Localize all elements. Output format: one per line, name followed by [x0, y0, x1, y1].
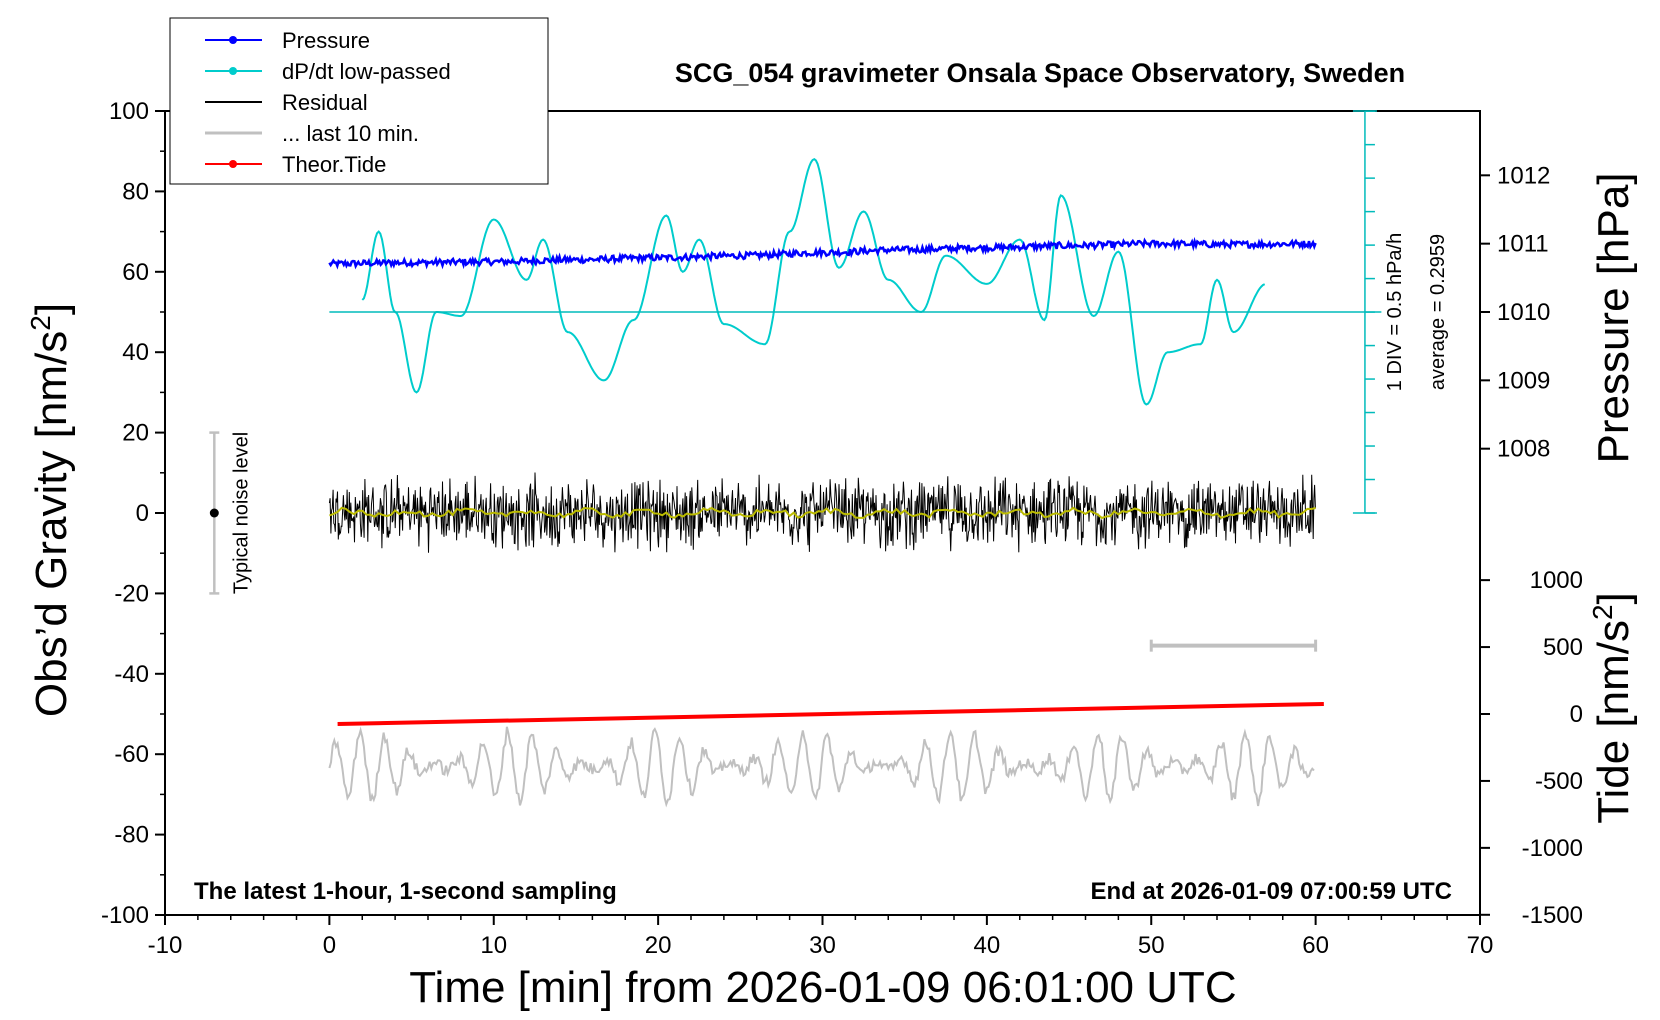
legend-marker [229, 67, 237, 75]
last-10-min-line [328, 726, 1315, 808]
y-tick-label: -60 [114, 741, 149, 768]
tide-tick-label: -1000 [1522, 835, 1583, 862]
x-tick-label: -10 [148, 932, 183, 959]
y-tick-label: 80 [122, 178, 149, 205]
legend-label: dP/dt low-passed [282, 59, 451, 84]
tide-tick-label: 1000 [1530, 567, 1583, 594]
legend: Pressure dP/dt low-passed Residual ... last… [169, 17, 549, 185]
axis-ticks: -10 0 10 20 30 40 50 60 70100806040200-20-40-60-… [101, 98, 1583, 959]
x-tick-label: 50 [1138, 932, 1165, 959]
legend-label: ... last 10 min. [282, 121, 419, 146]
x-tick-label: 0 [323, 932, 336, 959]
tide-axis-title: Tide [nm/s2] [1587, 592, 1638, 824]
x-tick-label: 10 [480, 932, 507, 959]
pressure-tick-label: 1009 [1497, 367, 1550, 394]
y-tick-label: -80 [114, 822, 149, 849]
x-tick-label: 20 [645, 932, 672, 959]
y-tick-label: -20 [114, 580, 149, 607]
pressure-tick-label: 1012 [1497, 162, 1550, 189]
y-tick-label: 40 [122, 339, 149, 366]
residual-smoothed-line [329, 506, 1316, 520]
annotation-layer: 1 DIV = 0.5 hPa/h average = 0.2959 Typical… [209, 110, 1449, 652]
tide-tick-label: 500 [1543, 634, 1583, 661]
series-layer [328, 158, 1324, 808]
legend-label: Theor.Tide [282, 152, 386, 177]
dpdt-line [361, 158, 1266, 406]
y-tick-label: 20 [122, 420, 149, 447]
footer-right: End at 2026-01-09 07:00:59 UTC [1091, 878, 1453, 905]
x-tick-label: 70 [1467, 932, 1494, 959]
theor-tide-line [337, 701, 1324, 727]
noise-bar-dot [209, 508, 219, 518]
tide-tick-label: -500 [1535, 768, 1583, 795]
x-tick-label: 30 [809, 932, 836, 959]
dpdt-average-label: average = 0.2959 [1427, 234, 1449, 390]
x-tick-label: 60 [1302, 932, 1329, 959]
y-tick-label: 100 [109, 98, 149, 125]
x-tick-label: 40 [974, 932, 1001, 959]
y-tick-label: 60 [122, 259, 149, 286]
legend-marker [229, 160, 237, 168]
pressure-tick-label: 1010 [1497, 299, 1550, 326]
dpdt-div-label: 1 DIV = 0.5 hPa/h [1384, 233, 1406, 391]
pressure-axis-title: Pressure [hPa] [1589, 172, 1638, 463]
tide-tick-label: 0 [1570, 701, 1583, 728]
legend-marker [229, 36, 237, 44]
x-axis-title: Time [min] from 2026-01-09 06:01:00 UTC [409, 963, 1236, 1012]
tide-tick-label: -1500 [1522, 902, 1583, 929]
legend-label: Pressure [282, 28, 370, 53]
legend-label: Residual [282, 90, 368, 115]
y-tick-label: -40 [114, 661, 149, 688]
pressure-tick-label: 1008 [1497, 436, 1550, 463]
footer-left: The latest 1-hour, 1-second sampling [194, 878, 617, 905]
y-tick-label: 0 [136, 500, 149, 527]
y-tick-label: -100 [101, 902, 149, 929]
noise-level-label: Typical noise level [230, 432, 252, 594]
chart-title: SCG_054 gravimeter Onsala Space Observat… [675, 58, 1405, 88]
pressure-line [328, 236, 1317, 270]
pressure-tick-label: 1011 [1497, 231, 1549, 258]
legend-box [169, 17, 549, 185]
y-axis-title: Obs’d Gravity [nm/s2] [25, 303, 76, 717]
residual-line [328, 472, 1316, 553]
